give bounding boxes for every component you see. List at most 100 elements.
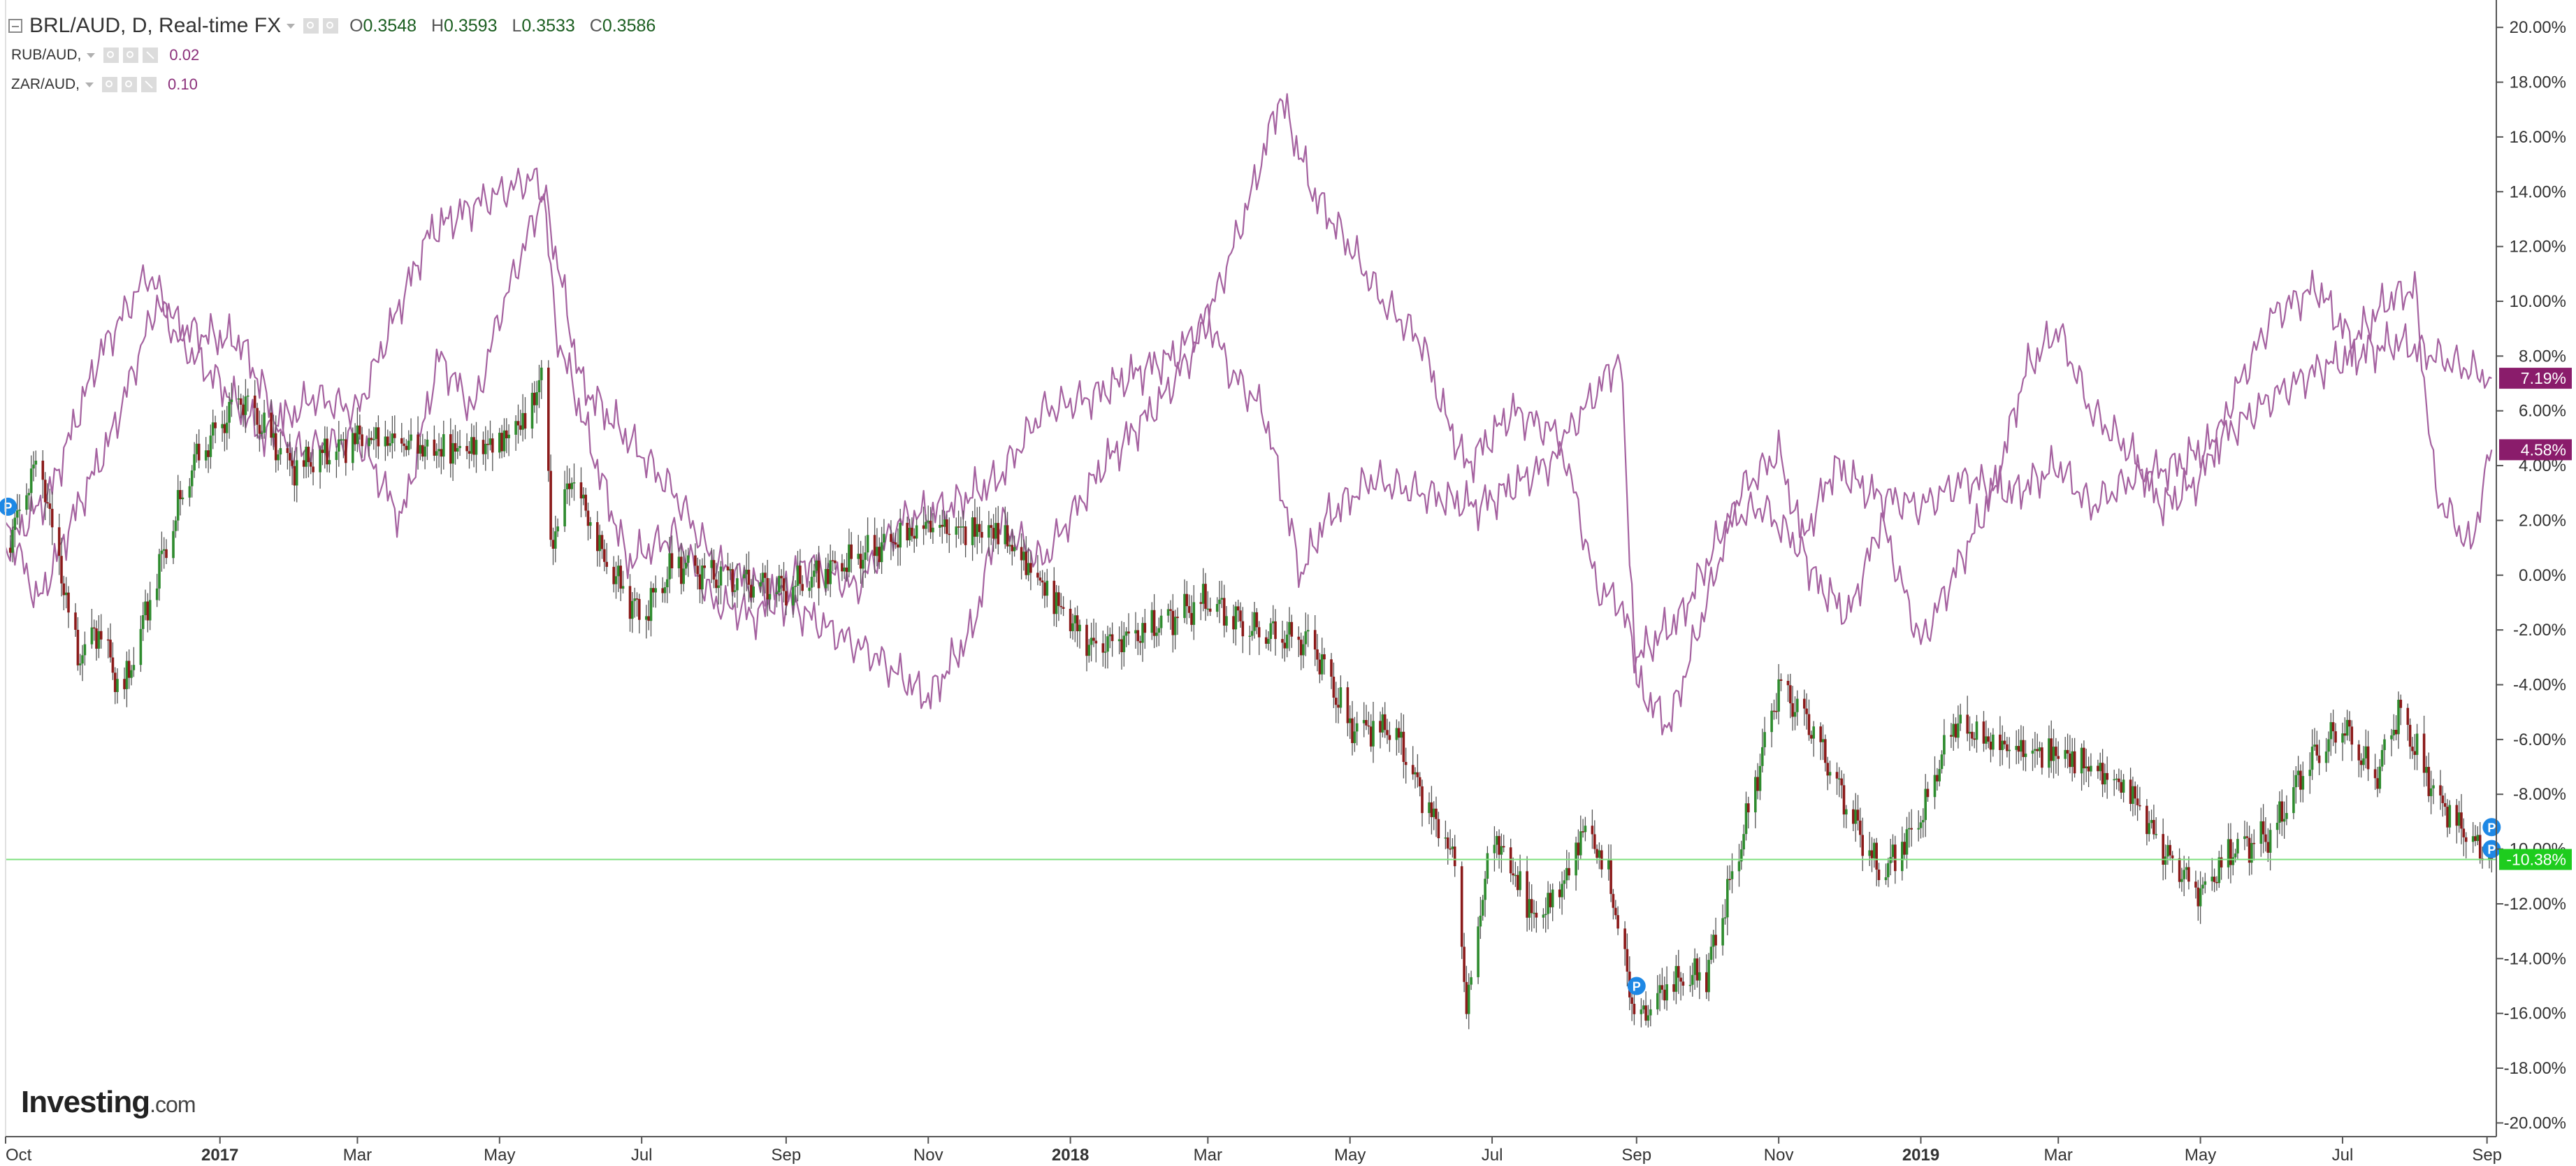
candle-body <box>1674 965 1678 992</box>
event-marker-label: P <box>2487 843 2496 857</box>
candle-body <box>305 447 307 467</box>
candle-body <box>307 447 310 462</box>
open-value: 0.3548 <box>363 15 417 36</box>
candle-body <box>1938 769 1941 782</box>
candle-body <box>761 573 765 582</box>
candle-body <box>645 616 648 620</box>
candle-body <box>1859 820 1862 835</box>
candle-body <box>1723 917 1727 919</box>
candle-body <box>1533 912 1535 914</box>
price-badge <box>2499 368 2572 389</box>
candle-body <box>321 449 324 453</box>
candle-body <box>2031 750 2034 754</box>
chevron-down-icon[interactable] <box>287 23 296 29</box>
candle-body <box>992 528 995 539</box>
x-tick-label: Jul <box>1482 1146 1503 1165</box>
candle-body <box>521 412 524 430</box>
candle-body <box>1397 728 1401 738</box>
candle-body <box>1486 853 1489 879</box>
candle-body <box>2285 813 2288 819</box>
candle-body <box>927 520 929 522</box>
event-marker-icon[interactable] <box>1627 977 1646 995</box>
close-icon[interactable] <box>141 77 157 92</box>
eye-icon[interactable] <box>103 48 120 63</box>
candle-body <box>2024 754 2027 757</box>
price-badges: -10.38% 7.19% 4.58% <box>2499 368 2572 870</box>
candle-body <box>1166 609 1170 616</box>
candle-body <box>943 519 946 527</box>
candle-body <box>1642 1005 1645 1010</box>
candle-body <box>862 559 864 569</box>
event-marker-icon[interactable] <box>0 497 17 516</box>
candle-body <box>160 550 164 554</box>
candle-body <box>1877 870 1881 880</box>
candle-body <box>475 440 478 455</box>
candle-body <box>743 574 746 579</box>
candle-body <box>2217 857 2221 884</box>
gear-icon[interactable] <box>323 18 339 34</box>
candle-body <box>1141 623 1144 643</box>
candle-body <box>971 517 974 545</box>
candle-body <box>778 575 781 593</box>
legend-compare-row[interactable]: RUB/AUD, 0.02 <box>8 41 665 70</box>
candle-body <box>1558 889 1561 898</box>
candle-body <box>1355 723 1359 732</box>
candle-body <box>603 549 606 562</box>
event-marker-label: P <box>2487 821 2496 835</box>
candle-body <box>421 445 424 457</box>
candle-body <box>48 503 52 509</box>
candle-body <box>2478 835 2482 859</box>
close-icon[interactable] <box>143 48 159 63</box>
candle-body <box>456 448 459 452</box>
legend-compare-row[interactable]: ZAR/AUD, 0.10 <box>8 70 665 99</box>
candle-body <box>1828 772 1832 776</box>
logo-suffix: .com <box>150 1092 196 1117</box>
compare-symbol-label[interactable]: ZAR/AUD, <box>11 76 80 92</box>
candle-body <box>915 525 918 539</box>
chevron-down-icon[interactable] <box>85 82 94 87</box>
candle-body <box>62 583 66 596</box>
candle-body <box>2164 856 2167 865</box>
candle-body <box>472 437 475 455</box>
candle-body <box>1078 624 1081 631</box>
candle-body <box>911 528 913 536</box>
candle-body <box>1842 785 1846 815</box>
candle-body <box>1236 606 1240 611</box>
candle-body <box>116 679 119 692</box>
candle-body <box>1658 985 1661 993</box>
gear-icon[interactable] <box>122 77 138 92</box>
candle-body <box>437 449 440 452</box>
candle-body <box>352 433 354 463</box>
candle-body <box>454 442 457 452</box>
candle-body <box>1663 989 1666 1001</box>
candle-body <box>666 579 669 588</box>
candle-body <box>2378 766 2382 789</box>
candle-body <box>11 530 14 553</box>
collapse-icon[interactable] <box>8 19 22 33</box>
candle-body <box>83 644 87 656</box>
candle-body <box>324 438 326 453</box>
eye-icon[interactable] <box>303 18 319 34</box>
gear-icon[interactable] <box>123 48 139 63</box>
candle-body <box>1320 654 1324 675</box>
candle-body <box>1756 777 1759 791</box>
candle-body <box>295 460 298 486</box>
compare-symbol-label[interactable]: RUB/AUD, <box>11 47 82 63</box>
candle-body <box>1421 786 1424 814</box>
candle-body <box>1404 762 1408 765</box>
main-symbol-label[interactable]: BRL/AUD, D, Real-time FX <box>29 14 282 37</box>
candle-body <box>239 398 243 405</box>
eye-icon[interactable] <box>102 77 118 92</box>
candle-body <box>1954 724 1958 738</box>
x-tick-label: Sep <box>772 1146 802 1165</box>
candle-body <box>2299 770 2302 790</box>
chevron-down-icon[interactable] <box>87 52 96 58</box>
candle-body <box>565 483 569 489</box>
candle-body <box>796 566 799 586</box>
legend-main-row[interactable]: BRL/AUD, D, Real-time FX O0.3548 H0.3593… <box>8 11 665 41</box>
high-value: 0.3593 <box>444 15 498 36</box>
candle-body <box>1677 965 1680 978</box>
candle-body <box>1055 592 1058 614</box>
